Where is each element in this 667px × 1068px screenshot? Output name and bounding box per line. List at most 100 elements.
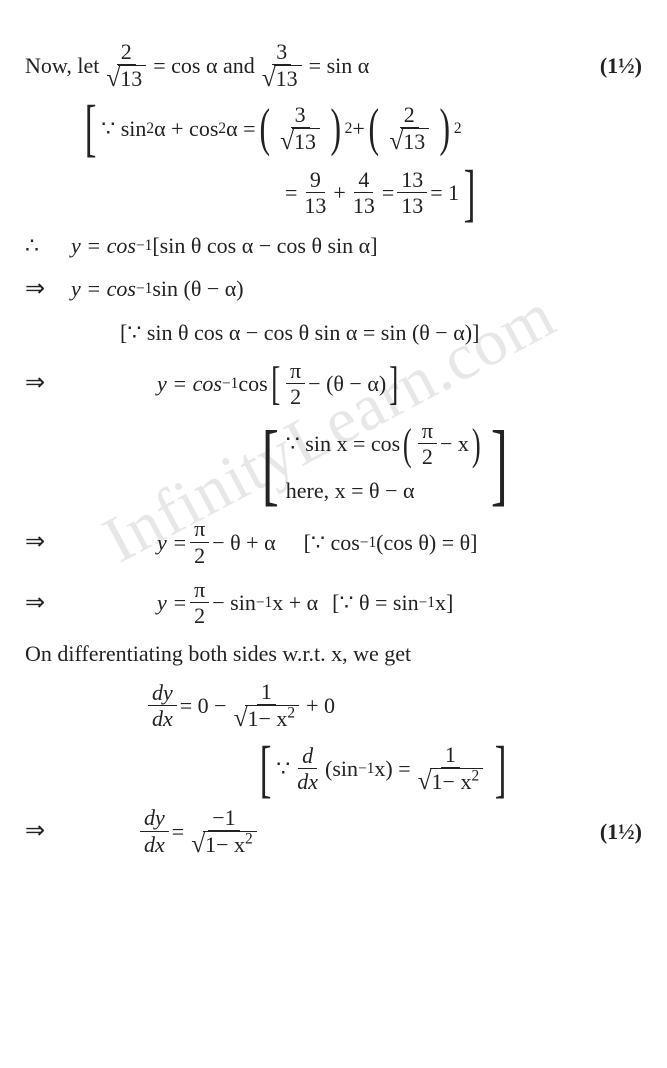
math-line-13: [ ∵ ddx (sin−1 x) = 1 √1− x2 ] xyxy=(25,742,642,796)
math-line-5: ⇒ y = cos−1 sin (θ − α) xyxy=(25,272,642,307)
stack: ∵ sin x = cos ( π2 − x ) here, x = θ − α xyxy=(286,419,484,507)
numerator: 1 xyxy=(257,680,276,705)
text: = xyxy=(172,816,184,848)
numerator: 9 xyxy=(306,168,325,193)
paren: ) xyxy=(440,106,451,151)
text: − (θ − α) xyxy=(308,368,386,400)
bracket: ] xyxy=(495,742,507,796)
numerator: d xyxy=(298,744,317,769)
fraction: 2 √13 xyxy=(102,40,150,91)
bracket: [ xyxy=(85,101,97,155)
text: = 0 − xyxy=(180,690,227,722)
fraction: ddx xyxy=(293,744,322,794)
denominator: 2 xyxy=(286,384,305,409)
fraction: 1313 xyxy=(397,168,427,218)
denominator: √13 xyxy=(385,128,433,154)
text: cos xyxy=(238,368,267,400)
numerator: 1 xyxy=(441,743,460,768)
numerator: dy xyxy=(140,806,169,831)
text: x) = xyxy=(374,753,410,785)
text: + 0 xyxy=(306,690,335,722)
denominator: √1− x2 xyxy=(414,768,488,794)
denominator: 13 xyxy=(349,193,379,218)
fraction: 2 √13 xyxy=(385,103,433,154)
bracket: [ xyxy=(271,363,280,405)
math-line-2: [ ∵ sin2 α + cos2 α = ( 3 √13 )2 + ( 2 √… xyxy=(25,101,642,155)
fraction: 3 √13 xyxy=(276,103,324,154)
text: = 1 xyxy=(430,177,459,209)
paren: ( xyxy=(368,106,379,151)
bracket: ] xyxy=(389,363,398,405)
text: y = cos xyxy=(71,273,136,305)
denominator: √13 xyxy=(276,128,324,154)
fraction: π2 xyxy=(190,517,209,567)
numerator: 3 xyxy=(272,40,291,65)
numerator: π xyxy=(190,517,209,542)
numerator: π xyxy=(418,419,437,444)
bracket: [ xyxy=(262,433,279,493)
marks: (1½) xyxy=(590,816,642,848)
paren: ( xyxy=(403,426,412,463)
fraction: π2 xyxy=(190,578,209,628)
fraction: 1 √1− x2 xyxy=(414,743,488,794)
numerator: π xyxy=(286,359,305,384)
text: − sin xyxy=(212,587,256,619)
bracket: ] xyxy=(490,433,507,493)
text: [∵ cos xyxy=(304,527,360,559)
fraction: π2 xyxy=(286,359,305,409)
math-line-7: ⇒ y = cos−1 cos [ π2 − (θ − α) ] xyxy=(25,359,642,409)
fraction: −1 √1− x2 xyxy=(187,806,261,857)
numerator: π xyxy=(190,578,209,603)
text: ∵ sin xyxy=(101,113,146,145)
numerator: 3 xyxy=(291,103,310,128)
implies-icon: ⇒ xyxy=(25,272,57,307)
numerator: −1 xyxy=(208,806,239,831)
implies-icon: ⇒ xyxy=(25,814,57,849)
text: ∵ sin x = cos xyxy=(286,428,400,460)
fraction: 3 √13 xyxy=(258,40,306,91)
denominator: √1− x2 xyxy=(187,831,261,857)
denominator: 13 xyxy=(300,193,330,218)
text: y = cos xyxy=(157,368,222,400)
implies-icon: ⇒ xyxy=(25,586,57,621)
math-line-10: ⇒ y = π2 − sin−1 x + α [∵ θ = sin−1 x] xyxy=(25,578,642,628)
text: + xyxy=(333,177,345,209)
text: x] xyxy=(435,587,453,619)
numerator: 2 xyxy=(400,103,419,128)
text: − θ + α xyxy=(212,527,275,559)
numerator: 4 xyxy=(354,168,373,193)
text: α + cos xyxy=(154,113,218,145)
math-line-6: [∵ sin θ cos α − cos θ sin α = sin (θ − … xyxy=(25,317,642,349)
math-line-3: = 913 + 413 = 1313 = 1 ] xyxy=(25,166,642,220)
math-line-8: [ ∵ sin x = cos ( π2 − x ) here, x = θ −… xyxy=(25,419,642,507)
math-line-11: On differentiating both sides w.r.t. x, … xyxy=(25,638,642,670)
implies-icon: ⇒ xyxy=(25,366,57,401)
paren: ( xyxy=(259,106,270,151)
marks: (1½) xyxy=(590,50,642,82)
numerator: 2 xyxy=(117,40,136,65)
text: − x xyxy=(440,428,469,460)
text: y = cos xyxy=(71,230,136,262)
bracket: ] xyxy=(464,166,476,220)
denominator: √13 xyxy=(258,65,306,91)
denominator: √1− x2 xyxy=(230,705,304,731)
text: [∵ θ = sin xyxy=(332,587,418,619)
math-line-9: ⇒ y = π2 − θ + α [∵ cos−1 (cos θ) = θ] xyxy=(25,517,642,567)
text: ∵ xyxy=(276,753,290,785)
denominator: 2 xyxy=(418,444,437,469)
fraction: 1 √1− x2 xyxy=(230,680,304,731)
denominator: √13 xyxy=(102,65,150,91)
fraction: 913 xyxy=(300,168,330,218)
math-line-4: ∴ y = cos−1 [sin θ cos α − cos θ sin α] xyxy=(25,230,642,262)
text: [∵ sin θ cos α − cos θ sin α = sin (θ − … xyxy=(120,317,479,349)
text: Now, let xyxy=(25,50,99,82)
numerator: 13 xyxy=(397,168,427,193)
denominator: 13 xyxy=(397,193,427,218)
therefore-icon: ∴ xyxy=(25,230,57,262)
text: On differentiating both sides w.r.t. x, … xyxy=(25,638,411,670)
text: y = xyxy=(157,527,187,559)
fraction: dydx xyxy=(148,681,177,731)
denominator: 2 xyxy=(190,543,209,568)
text: = xyxy=(382,177,394,209)
fraction: dydx xyxy=(140,806,169,856)
